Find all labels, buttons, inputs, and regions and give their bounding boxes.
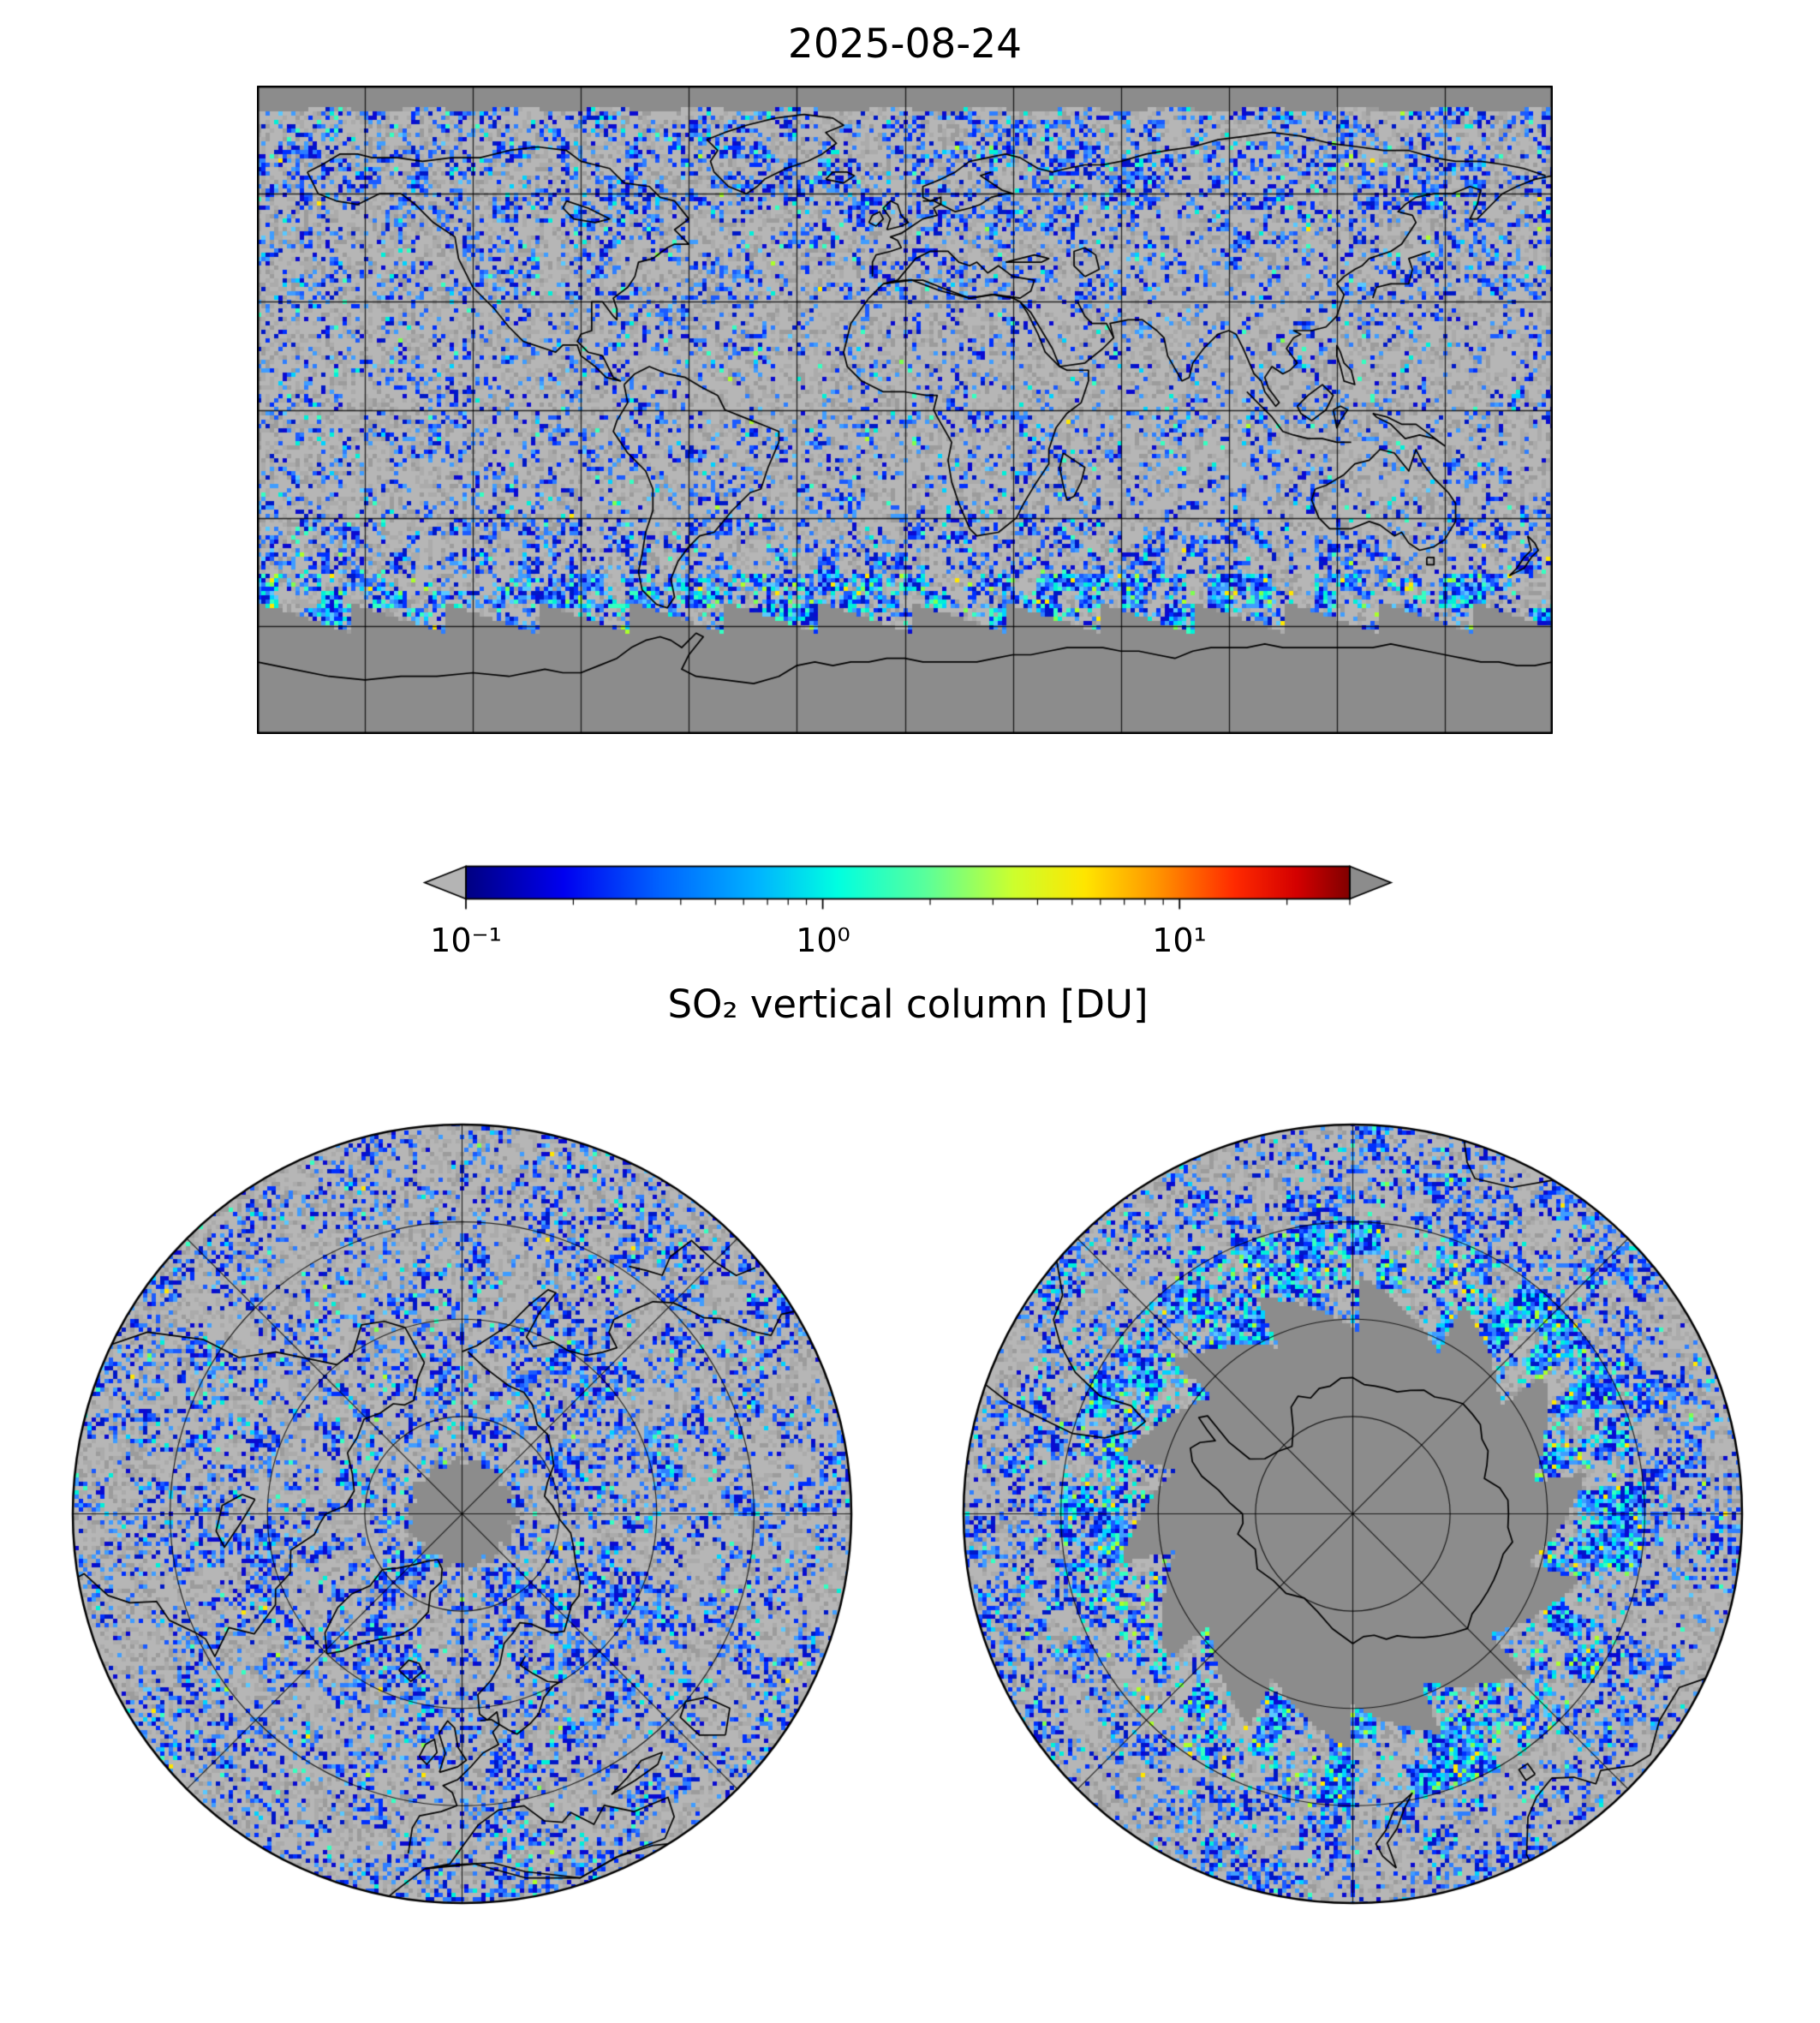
global-map-canvas	[257, 86, 1553, 734]
colorbar-tick-label-max: 10¹	[1152, 922, 1207, 959]
colorbar-axis-label: SO₂ vertical column [DU]	[667, 982, 1149, 1027]
north-polar-map-canvas	[70, 1122, 854, 1906]
colorbar-tick-label-min: 10⁻¹	[430, 922, 502, 959]
south-polar-map-canvas	[961, 1122, 1745, 1906]
figure-title: 2025-08-24	[787, 21, 1023, 68]
colorbar-tick-label-mid: 10⁰	[796, 922, 850, 959]
colorbar-canvas	[411, 863, 1405, 918]
